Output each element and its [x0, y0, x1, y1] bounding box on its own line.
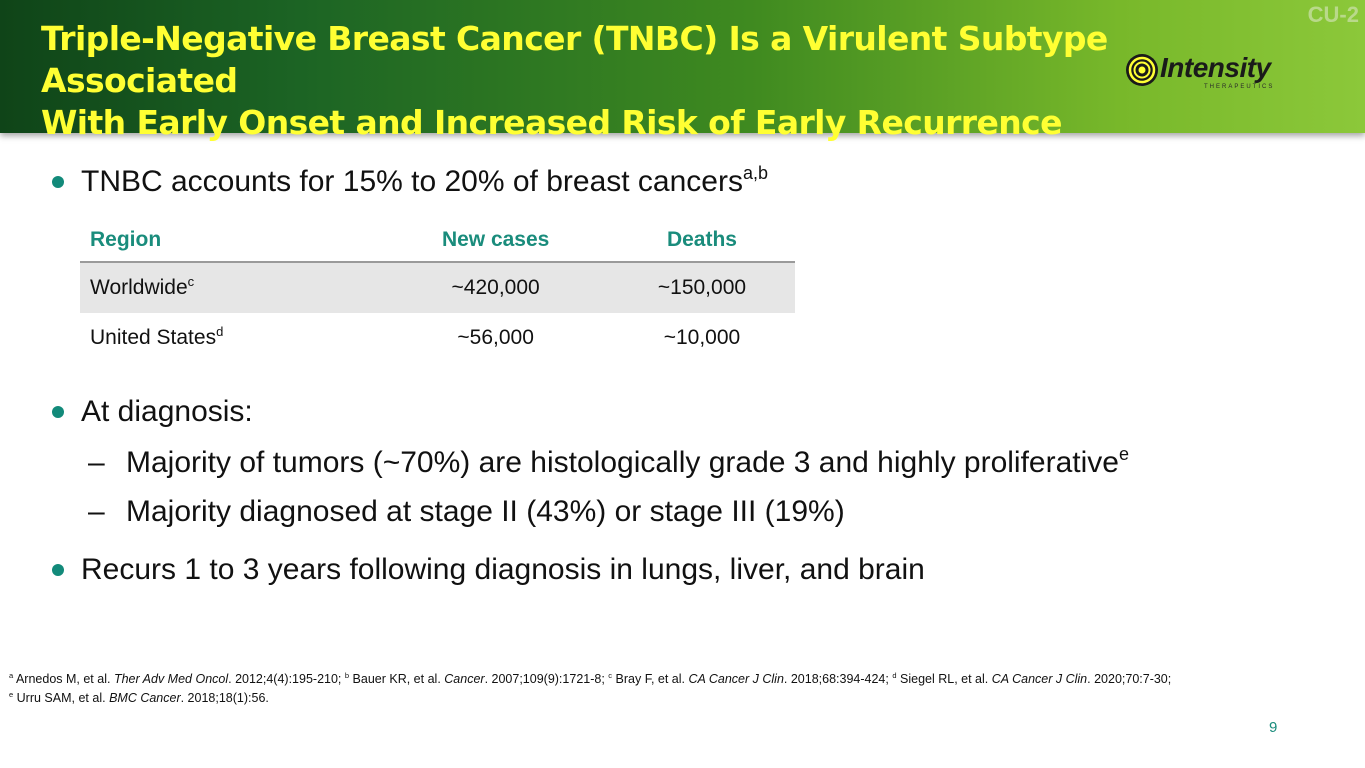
bullet-dot-icon	[52, 406, 64, 418]
sub-bullet-text: Majority diagnosed at stage II (43%) or …	[126, 495, 845, 528]
logo-mark-icon	[1126, 54, 1158, 86]
incidence-table: Region New cases Deaths Worldwidec ~420,…	[80, 218, 795, 363]
table-row: Worldwidec ~420,000 ~150,000	[80, 262, 795, 313]
bullet-dot-icon	[52, 564, 64, 576]
bullet-tnbc-share: TNBC accounts for 15% to 20% of breast c…	[52, 163, 769, 199]
cell-region: United Statesd	[90, 324, 224, 349]
col-header-new-cases: New cases	[382, 218, 609, 263]
bullet-text: TNBC accounts for 15% to 20% of breast c…	[81, 163, 769, 198]
cell-deaths: ~150,000	[608, 262, 795, 313]
bullet-at-diagnosis: At diagnosis:	[52, 395, 253, 429]
slide-code: CU-2	[1307, 2, 1359, 27]
cell-new-cases: ~420,000	[382, 262, 609, 313]
logo-name: Intensity	[1160, 52, 1271, 83]
bullet-text: Recurs 1 to 3 years following diagnosis …	[81, 553, 925, 586]
col-header-region: Region	[80, 218, 383, 263]
cell-deaths: ~10,000	[663, 326, 741, 349]
title-line-2: With Early Onset and Increased Risk of E…	[41, 103, 1062, 142]
slide-title: Triple-Negative Breast Cancer (TNBC) Is …	[41, 18, 1221, 144]
reference-line-1: a Arnedos M, et al. Ther Adv Med Oncol. …	[9, 671, 1172, 686]
company-logo: Intensity THERAPEUTICS	[1122, 50, 1304, 96]
references-footnote: a Arnedos M, et al. Ther Adv Med Oncol. …	[9, 669, 1349, 709]
dash-marker: –	[88, 446, 105, 479]
sub-bullet-stage: – Majority diagnosed at stage II (43%) or…	[88, 495, 845, 529]
page-number: 9	[1269, 719, 1278, 736]
dash-marker: –	[88, 495, 105, 528]
cell-new-cases: ~56,000	[457, 326, 534, 349]
table-header-row: Region New cases Deaths	[80, 218, 795, 263]
bullet-recurrence: Recurs 1 to 3 years following diagnosis …	[52, 553, 925, 587]
col-header-deaths: Deaths	[608, 218, 795, 263]
sub-bullet-text: Majority of tumors (~70%) are histologic…	[126, 444, 1129, 479]
sub-bullet-grade: – Majority of tumors (~70%) are histologi…	[88, 444, 1129, 480]
bullet-dot-icon	[52, 176, 64, 188]
header-banner: Triple-Negative Breast Cancer (TNBC) Is …	[0, 0, 1365, 142]
cell-region: Worldwidec	[80, 262, 383, 313]
table-row: United Statesd ~56,000 ~10,000	[80, 313, 795, 363]
bullet-text: At diagnosis:	[81, 395, 253, 428]
logo-subtitle: THERAPEUTICS	[1204, 84, 1275, 90]
reference-line-2: e Urru SAM, et al. BMC Cancer. 2018;18(1…	[9, 690, 269, 705]
title-line-1: Triple-Negative Breast Cancer (TNBC) Is …	[41, 19, 1108, 100]
